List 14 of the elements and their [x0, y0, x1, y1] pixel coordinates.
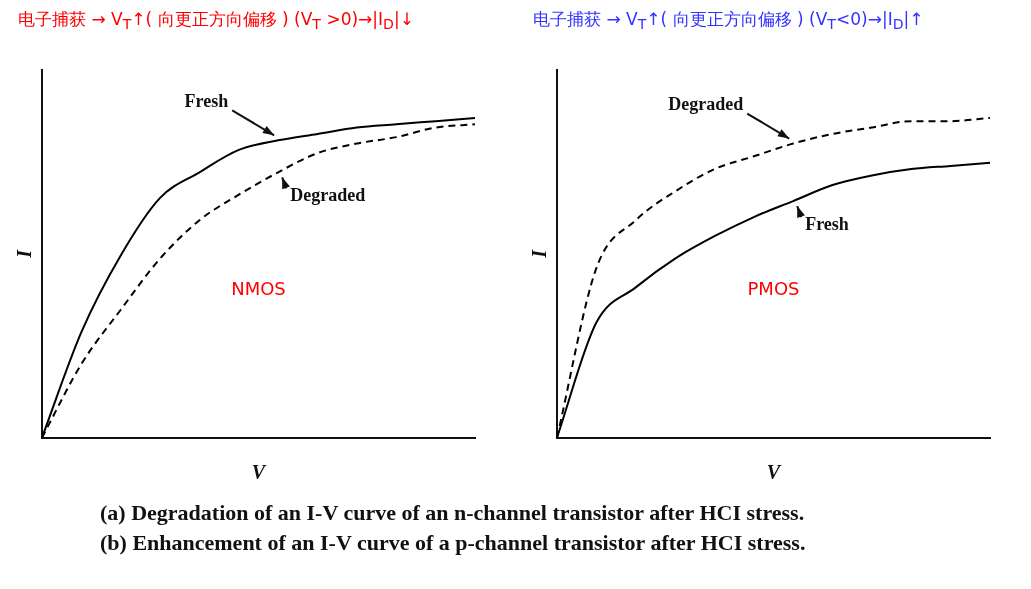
text: (a) Degradation of an I-V curve of an n-channel transistor after HCI stress. [100, 499, 806, 527]
x-axis-title: V [251, 461, 267, 484]
y-axis-title: I [528, 248, 551, 259]
chart-title: 电子捕获 → V$_{T}$↑( 向更正方向偏移 ) (V$_{T}$ >0)→|I$_{D}$|↓ [17, 8, 415, 35]
series-label: Degraded [290, 184, 366, 205]
text: Fresh [184, 90, 229, 111]
chart-title: 电子捕获 → V$_{T}$↑( 向更正方向偏移 ) (V$_{T}$<0)→|I$_{D}$|↑ [532, 8, 925, 35]
annotation: PMOS [747, 278, 800, 300]
text: (b) Enhancement of an I-V curve of a p-channel transistor after HCI stress. [100, 529, 807, 557]
series-label: Fresh [805, 213, 849, 234]
annotation: NMOS [231, 278, 286, 300]
y-axis-title: I [13, 248, 36, 259]
x-axis-title: V [766, 461, 782, 484]
text: Degraded [668, 94, 744, 115]
